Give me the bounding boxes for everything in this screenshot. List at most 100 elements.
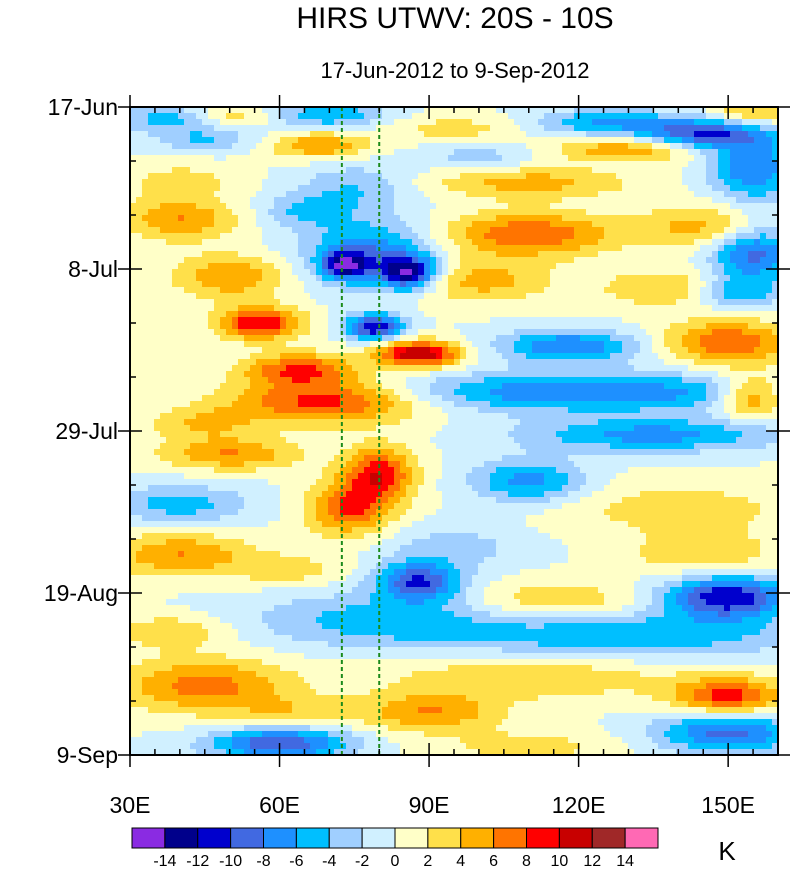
field-cell bbox=[628, 359, 635, 366]
field-cell bbox=[232, 167, 239, 174]
field-cell bbox=[574, 209, 581, 216]
field-cell bbox=[274, 161, 281, 168]
field-cell bbox=[148, 167, 155, 174]
field-cell bbox=[184, 149, 191, 156]
field-cell bbox=[274, 113, 281, 120]
field-cell bbox=[160, 119, 167, 126]
field-cell bbox=[610, 275, 617, 282]
field-cell bbox=[316, 107, 323, 114]
field-cell bbox=[718, 293, 725, 300]
field-cell bbox=[496, 113, 503, 120]
field-cell bbox=[556, 371, 563, 378]
field-cell bbox=[694, 203, 701, 210]
field-cell bbox=[364, 323, 371, 330]
field-cell bbox=[472, 113, 479, 120]
field-cell bbox=[772, 221, 779, 228]
field-cell bbox=[286, 317, 293, 324]
field-cell bbox=[400, 113, 407, 120]
field-cell bbox=[556, 209, 563, 216]
field-cell bbox=[766, 269, 773, 276]
field-cell bbox=[412, 377, 419, 384]
field-cell bbox=[652, 203, 659, 210]
field-cell bbox=[628, 185, 635, 192]
field-cell bbox=[658, 131, 665, 138]
field-cell bbox=[298, 197, 305, 204]
field-cell bbox=[478, 281, 485, 288]
field-cell bbox=[736, 209, 743, 216]
field-cell bbox=[538, 347, 545, 354]
field-cell bbox=[568, 257, 575, 264]
field-cell bbox=[562, 131, 569, 138]
field-cell bbox=[238, 275, 245, 282]
field-cell bbox=[412, 239, 419, 246]
field-cell bbox=[148, 299, 155, 306]
field-cell bbox=[724, 161, 731, 168]
field-cell bbox=[178, 149, 185, 156]
field-cell bbox=[364, 293, 371, 300]
field-cell bbox=[142, 173, 149, 180]
field-cell bbox=[412, 155, 419, 162]
field-cell bbox=[448, 275, 455, 282]
field-cell bbox=[322, 329, 329, 336]
field-cell bbox=[628, 305, 635, 312]
field-cell bbox=[232, 317, 239, 324]
field-cell bbox=[532, 347, 539, 354]
field-cell bbox=[178, 179, 185, 186]
field-cell bbox=[280, 131, 287, 138]
field-cell bbox=[340, 257, 347, 264]
field-cell bbox=[352, 269, 359, 276]
field-cell bbox=[532, 311, 539, 318]
field-cell bbox=[226, 155, 233, 162]
field-cell bbox=[208, 281, 215, 288]
field-cell bbox=[658, 371, 665, 378]
field-cell bbox=[610, 311, 617, 318]
field-cell bbox=[418, 305, 425, 312]
field-cell bbox=[748, 257, 755, 264]
field-cell bbox=[658, 119, 665, 126]
field-cell bbox=[232, 299, 239, 306]
field-cell bbox=[346, 311, 353, 318]
field-cell bbox=[136, 365, 143, 372]
field-cell bbox=[160, 335, 167, 342]
field-cell bbox=[376, 227, 383, 234]
field-cell bbox=[490, 167, 497, 174]
field-cell bbox=[136, 311, 143, 318]
field-cell bbox=[400, 203, 407, 210]
field-cell bbox=[202, 323, 209, 330]
field-cell bbox=[670, 371, 677, 378]
field-cell bbox=[436, 257, 443, 264]
field-cell bbox=[202, 257, 209, 264]
field-cell bbox=[580, 239, 587, 246]
field-cell bbox=[292, 125, 299, 132]
field-cell bbox=[352, 161, 359, 168]
field-cell bbox=[574, 107, 581, 114]
field-cell bbox=[538, 137, 545, 144]
field-cell bbox=[658, 329, 665, 336]
field-cell bbox=[424, 161, 431, 168]
field-cell bbox=[574, 281, 581, 288]
field-cell bbox=[586, 125, 593, 132]
field-cell bbox=[220, 215, 227, 222]
field-cell bbox=[184, 335, 191, 342]
field-cell bbox=[502, 113, 509, 120]
field-cell bbox=[142, 215, 149, 222]
field-cell bbox=[190, 347, 197, 354]
field-cell bbox=[142, 239, 149, 246]
field-cell bbox=[574, 185, 581, 192]
field-cell bbox=[274, 251, 281, 258]
field-cell bbox=[736, 113, 743, 120]
field-cell bbox=[214, 275, 221, 282]
field-cell bbox=[310, 269, 317, 276]
field-cell bbox=[154, 293, 161, 300]
field-cell bbox=[436, 143, 443, 150]
field-cell bbox=[346, 203, 353, 210]
field-cell bbox=[646, 137, 653, 144]
field-cell bbox=[676, 335, 683, 342]
field-cell bbox=[520, 329, 527, 336]
field-cell bbox=[274, 239, 281, 246]
field-cell bbox=[628, 347, 635, 354]
field-cell bbox=[538, 257, 545, 264]
field-cell bbox=[736, 365, 743, 372]
field-cell bbox=[166, 317, 173, 324]
field-cell bbox=[520, 257, 527, 264]
